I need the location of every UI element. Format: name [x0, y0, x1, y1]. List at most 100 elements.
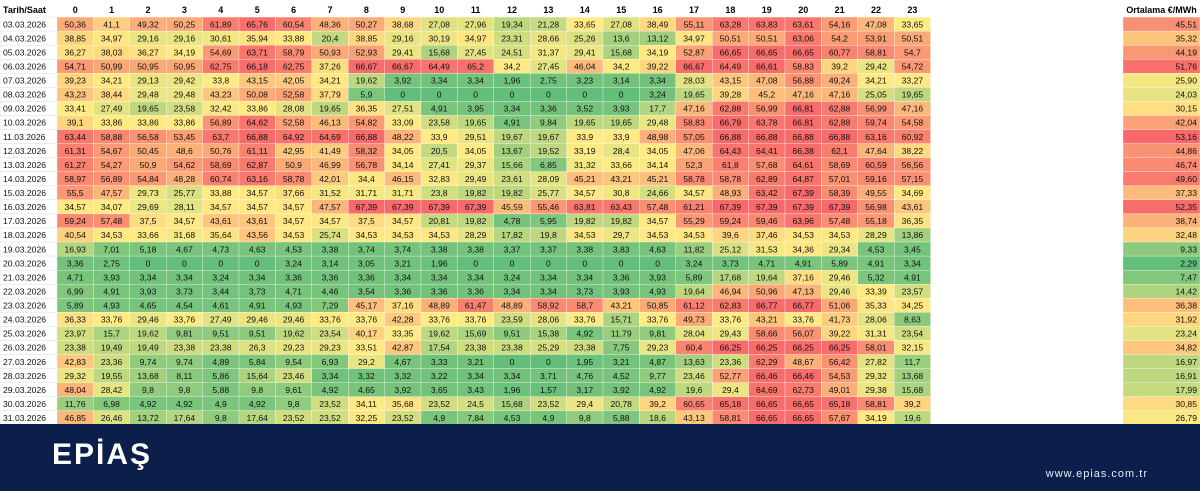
- cell-value: 38,44: [101, 90, 123, 100]
- cell-value: 3,95: [467, 104, 484, 114]
- cell-value: 23,97: [64, 329, 86, 339]
- cell-value: 52,87: [683, 47, 705, 57]
- cell-value: 3,38: [431, 244, 448, 254]
- cell-value: 29,48: [647, 118, 669, 128]
- cell-value: 9,51: [249, 329, 266, 339]
- website-url[interactable]: www.epias.com.tr: [1045, 468, 1148, 480]
- cell-value: 60,4: [686, 343, 703, 353]
- cell-value: 45,2: [758, 90, 775, 100]
- cell-value: 3,23: [576, 76, 593, 86]
- cell-value: 66,88: [756, 132, 778, 142]
- hour-header: 12: [507, 5, 517, 15]
- cell-value: 29,51: [465, 132, 487, 142]
- cell-value: 43,61: [902, 202, 924, 212]
- cell-value: 48,93: [720, 188, 742, 198]
- cell-value: 34,53: [792, 230, 814, 240]
- cell-value: 63,96: [792, 216, 814, 226]
- date-label: 08.03.2026: [3, 90, 46, 100]
- cell-value: 9,8: [579, 413, 591, 423]
- cell-value: 37,79: [319, 90, 341, 100]
- cell-value: 23,58: [174, 104, 196, 114]
- cell-value: 34,25: [902, 301, 924, 311]
- cell-value: 4,91: [868, 258, 885, 268]
- cell-value: 41,49: [319, 146, 341, 156]
- hour-header: 3: [182, 5, 187, 15]
- cell-value: 34,21: [101, 76, 123, 86]
- cell-value: 53,45: [174, 132, 196, 142]
- avg-value: 51,76: [1175, 62, 1197, 72]
- cell-value: 63,7: [212, 132, 229, 142]
- cell-value: 13,86: [902, 230, 924, 240]
- cell-value: 29,7: [613, 230, 630, 240]
- cell-value: 48,04: [64, 385, 86, 395]
- avg-value: 30,15: [1175, 104, 1197, 114]
- cell-value: 23,52: [428, 399, 450, 409]
- cell-value: 57,01: [829, 174, 851, 184]
- cell-value: 34,57: [246, 188, 268, 198]
- cell-value: 4,9: [215, 399, 227, 409]
- cell-value: 4,52: [613, 371, 630, 381]
- cell-value: 3,14: [613, 76, 630, 86]
- cell-value: 56,99: [756, 104, 778, 114]
- cell-value: 15,64: [246, 371, 268, 381]
- cell-value: 4,92: [176, 399, 193, 409]
- cell-value: 34,57: [683, 188, 705, 198]
- cell-value: 62,75: [210, 62, 232, 72]
- cell-value: 50,25: [174, 19, 196, 29]
- cell-value: 3,24: [285, 258, 302, 268]
- cell-value: 29,16: [174, 33, 196, 43]
- cell-value: 3,33: [431, 357, 448, 367]
- cell-value: 19,62: [137, 329, 159, 339]
- cell-value: 19,52: [538, 146, 560, 156]
- cell-value: 58,78: [683, 174, 705, 184]
- cell-value: 4,93: [649, 286, 666, 296]
- cell-value: 15,68: [610, 47, 632, 57]
- cell-value: 23,38: [210, 343, 232, 353]
- cell-value: 46,85: [64, 413, 86, 423]
- cell-value: 26,3: [249, 343, 266, 353]
- cell-value: 63,83: [756, 19, 778, 29]
- cell-value: 43,21: [610, 301, 632, 311]
- cell-value: 43,15: [246, 76, 268, 86]
- cell-value: 13,68: [902, 371, 924, 381]
- cell-value: 6,99: [67, 286, 84, 296]
- cell-value: 9,77: [649, 371, 666, 381]
- cell-value: 33,8: [212, 76, 229, 86]
- cell-value: 3,34: [649, 76, 666, 86]
- cell-value: 3,52: [576, 104, 593, 114]
- cell-value: 19,49: [101, 343, 123, 353]
- cell-value: 29,46: [137, 315, 159, 325]
- cell-value: 48,28: [174, 174, 196, 184]
- cell-value: 23,38: [574, 343, 596, 353]
- cell-value: 66,61: [756, 62, 778, 72]
- cell-value: 19,67: [501, 132, 523, 142]
- cell-value: 28,29: [465, 230, 487, 240]
- cell-value: 1,96: [504, 385, 521, 395]
- cell-value: 1,96: [431, 258, 448, 268]
- cell-value: 55,18: [865, 216, 887, 226]
- cell-value: 51,06: [829, 301, 851, 311]
- cell-value: 3,34: [249, 272, 266, 282]
- date-label: 09.03.2026: [3, 104, 46, 114]
- cell-value: 15,71: [610, 315, 632, 325]
- cell-value: 47,13: [792, 286, 814, 296]
- cell-value: 0: [582, 90, 587, 100]
- cell-value: 63,61: [792, 19, 814, 29]
- cell-value: 34,57: [283, 216, 305, 226]
- cell-value: 9,74: [176, 357, 193, 367]
- cell-value: 19,82: [465, 216, 487, 226]
- cell-value: 29,46: [829, 286, 851, 296]
- cell-value: 36,27: [137, 47, 159, 57]
- cell-value: 63,81: [574, 202, 596, 212]
- cell-value: 25,05: [865, 90, 887, 100]
- cell-value: 50,96: [756, 286, 778, 296]
- avg-value: 7,47: [1180, 272, 1197, 282]
- cell-value: 0: [255, 258, 260, 268]
- cell-value: 50,95: [174, 62, 196, 72]
- cell-value: 31,52: [319, 188, 341, 198]
- cell-value: 50,93: [319, 47, 341, 57]
- cell-value: 29,37: [465, 160, 487, 170]
- cell-value: 30,19: [428, 33, 450, 43]
- cell-value: 29,16: [137, 33, 159, 43]
- cell-value: 23,36: [101, 357, 123, 367]
